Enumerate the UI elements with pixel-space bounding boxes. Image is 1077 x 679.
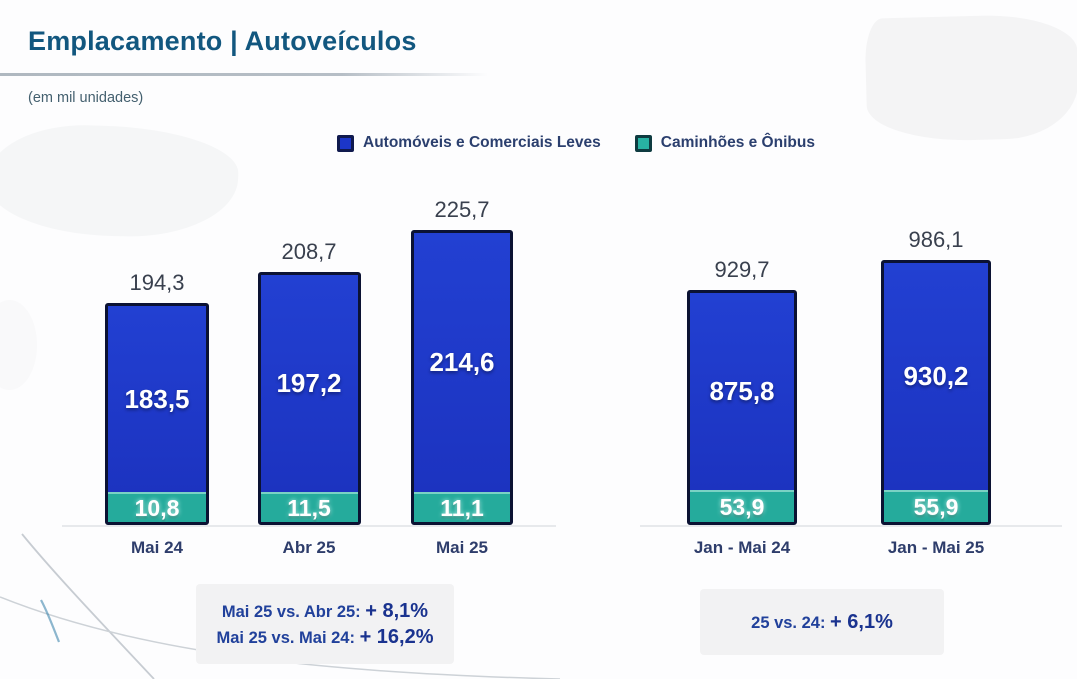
note-value: + 8,1% xyxy=(365,599,429,622)
legend-item-autos: Automóveis e Comerciais Leves xyxy=(337,134,601,152)
autos-segment: 197,2 xyxy=(260,275,358,492)
axis-baseline-monthly xyxy=(62,525,556,527)
autos-value-label: 930,2 xyxy=(903,361,969,391)
stacked-bar: 929,7 875,8 53,9 Jan - Mai 24 xyxy=(687,257,797,557)
page-title: Emplacamento | Autoveículos xyxy=(28,26,417,56)
note-line: Mai 25 vs. Abr 25: + 8,1% xyxy=(222,600,428,623)
x-axis-label: Abr 25 xyxy=(282,538,336,557)
note-prefix: Mai 25 vs. Mai 24: xyxy=(216,628,360,647)
x-axis-label: Mai 25 xyxy=(436,538,488,557)
trucks-value-label: 11,1 xyxy=(440,494,484,521)
autos-segment: 875,8 xyxy=(690,293,794,490)
stacked-bar: 208,7 197,2 11,5 Abr 25 xyxy=(257,239,361,557)
autos-segment: 930,2 xyxy=(884,263,988,490)
autos-legend-swatch-icon xyxy=(337,134,354,152)
x-axis-label: Mai 24 xyxy=(131,538,183,557)
bar-total-label: 208,7 xyxy=(281,239,337,264)
trucks-segment: 11,5 xyxy=(260,492,358,522)
trucks-segment: 55,9 xyxy=(884,490,988,522)
axis-baseline-cumulative xyxy=(640,525,1062,527)
comparison-note-monthly: Mai 25 vs. Abr 25: + 8,1% Mai 25 vs. Mai… xyxy=(196,584,454,664)
autos-value-label: 197,2 xyxy=(276,368,342,398)
trucks-value-label: 55,9 xyxy=(913,493,959,520)
note-line: 25 vs. 24: + 6,1% xyxy=(751,611,893,634)
chart-legend: Automóveis e Comerciais Leves Caminhões … xyxy=(337,134,815,152)
trucks-value-label: 53,9 xyxy=(719,493,765,520)
comparison-note-cumulative: 25 vs. 24: + 6,1% xyxy=(700,589,944,655)
legend-item-trucks: Caminhões e Ônibus xyxy=(634,134,815,152)
stacked-bar: 986,1 930,2 55,9 Jan - Mai 25 xyxy=(881,227,991,557)
legend-label: Automóveis e Comerciais Leves xyxy=(363,134,601,151)
bar-total-label: 929,7 xyxy=(714,257,770,282)
note-value: + 6,1% xyxy=(830,610,893,633)
note-value: + 16,2% xyxy=(359,625,434,648)
stacked-bar: 194,3 183,5 10,8 Mai 24 xyxy=(105,270,209,557)
autos-segment: 214,6 xyxy=(414,233,510,492)
bar-total-label: 194,3 xyxy=(129,270,185,295)
autos-value-label: 214,6 xyxy=(429,347,495,377)
autos-segment: 183,5 xyxy=(108,306,206,492)
note-prefix: Mai 25 vs. Abr 25: xyxy=(221,602,366,621)
trucks-value-label: 11,5 xyxy=(287,494,331,521)
x-axis-label: Jan - Mai 24 xyxy=(693,538,791,557)
note-line: Mai 25 vs. Mai 24: + 16,2% xyxy=(216,626,433,649)
trucks-segment: 10,8 xyxy=(108,492,206,522)
trucks-legend-swatch-icon xyxy=(634,134,652,152)
trucks-segment: 53,9 xyxy=(690,490,794,522)
legend-label: Caminhões e Ônibus xyxy=(660,134,815,151)
stacked-bar: 225,7 214,6 11,1 Mai 25 xyxy=(411,197,513,557)
autos-value-label: 875,8 xyxy=(709,376,775,406)
autos-value-label: 183,5 xyxy=(124,383,190,414)
note-prefix: 25 vs. 24: xyxy=(751,613,831,632)
trucks-value-label: 10,8 xyxy=(134,494,180,521)
unit-subtitle: (em mil unidades) xyxy=(28,90,144,106)
x-axis-label: Jan - Mai 25 xyxy=(887,538,985,557)
bar-total-label: 986,1 xyxy=(908,227,964,252)
trucks-segment: 11,1 xyxy=(414,492,510,522)
bar-total-label: 225,7 xyxy=(434,197,490,222)
title-underline xyxy=(0,73,488,76)
